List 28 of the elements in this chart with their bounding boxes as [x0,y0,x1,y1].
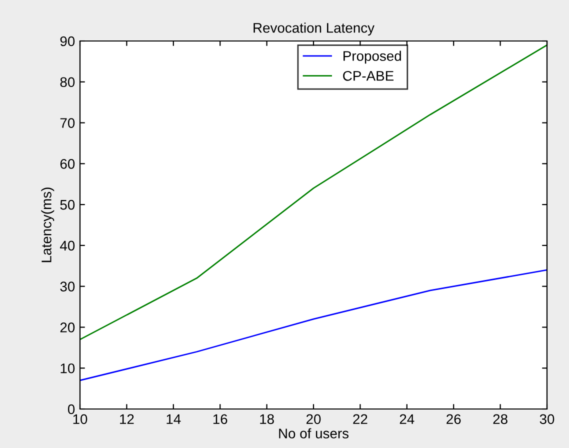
y-tick-label: 20 [60,322,75,332]
line-series [80,44,547,340]
y-tick-label: 0 [68,404,75,414]
x-axis-title: No of users [279,428,349,438]
x-tick-label: 20 [306,414,321,424]
y-tick-label: 50 [60,200,75,210]
y-tick-label: 30 [60,282,75,292]
y-tick-label: 80 [60,77,75,88]
y-tick-label: 70 [60,118,75,128]
chart-title: Revocation Latency [254,22,374,36]
y-axis-title: Latency(ms) [41,188,54,262]
x-tick-label: 14 [166,414,181,424]
line-series [80,269,547,382]
y-tick-label: 40 [60,240,75,251]
x-tick-label: 10 [73,414,88,424]
y-tick-label: 60 [60,159,75,169]
y-tick-label: 10 [60,363,75,374]
legend-label: CP-ABE [343,70,394,81]
x-tick-label: 24 [400,414,414,424]
x-tick-label: 26 [446,414,461,424]
y-tick-label: 90 [60,36,75,46]
x-tick-label: 12 [120,414,134,424]
x-tick-label: 28 [493,414,508,424]
x-tick-label: 22 [353,414,368,424]
x-tick-label: 30 [540,414,554,424]
legend-label: Proposed [344,50,401,64]
x-tick-label: 18 [260,414,274,424]
x-tick-label: 16 [213,414,228,424]
